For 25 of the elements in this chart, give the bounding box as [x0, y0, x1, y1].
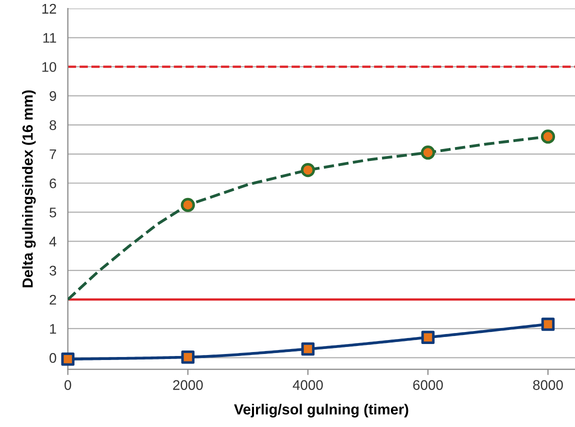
y-tick-label: 8	[50, 120, 56, 130]
y-tick-label: 0	[50, 353, 56, 363]
y-tick-label: 10	[42, 62, 56, 72]
point	[421, 330, 435, 344]
y-tick-label: 11	[43, 33, 56, 43]
x-tick-label: 6000	[413, 380, 443, 390]
y-tick-label: 3	[50, 266, 56, 276]
y-tick-label: 12	[42, 4, 56, 14]
y-tick-label: 2	[50, 294, 56, 305]
y-tick-label: 6	[50, 178, 56, 188]
x-tick-label: 8000	[533, 380, 563, 390]
point	[541, 318, 555, 331]
y-tick-label: 4	[49, 236, 56, 246]
x-axis-title: Vejrlig/sol gulning (timer)	[234, 404, 408, 418]
y-tick-label: 1	[50, 324, 56, 334]
y-tick-label: 9	[50, 91, 56, 102]
point	[61, 352, 74, 366]
point	[301, 342, 315, 356]
x-tick-label: 0	[64, 380, 72, 390]
point	[181, 350, 195, 364]
y-tick-label: 7	[50, 150, 56, 160]
x-tick-label: 2000	[173, 380, 203, 390]
y-tick-label: 5	[50, 208, 56, 218]
y-axis-title: Delta gulningsindex (16 mm)	[22, 90, 36, 288]
x-tick-label: 4000	[292, 380, 323, 390]
